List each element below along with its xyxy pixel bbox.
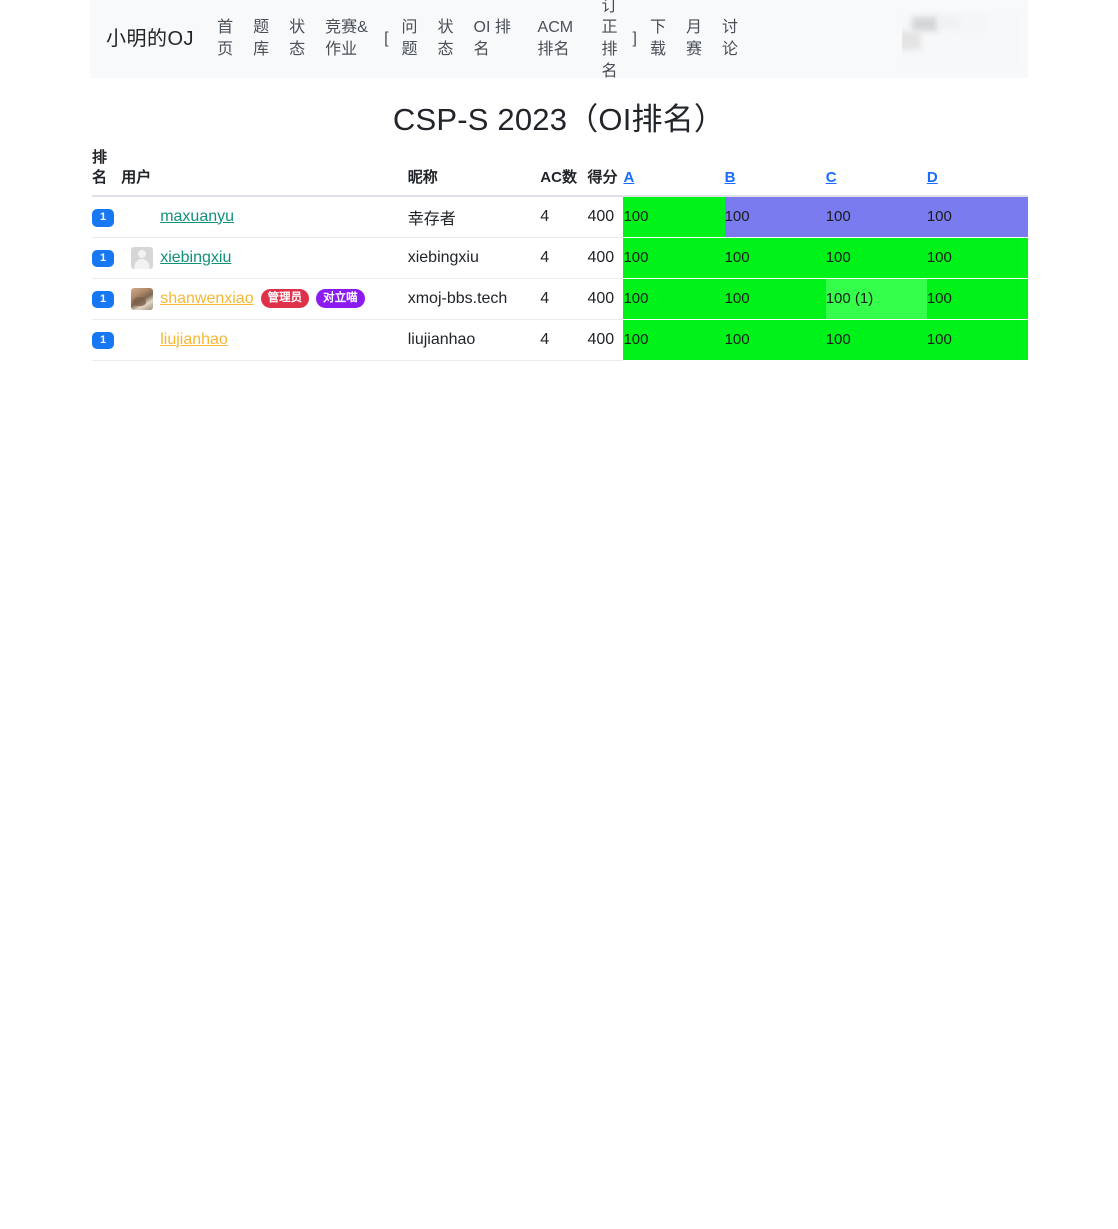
cell-nickname: 幸存者 — [407, 196, 541, 238]
nav-item-contest-homework[interactable]: 竞赛&作业 — [325, 19, 368, 58]
column-header-ac-count: AC数 — [540, 148, 588, 197]
table-head: 排名 用户 昵称 AC数 得分 A B C D — [92, 148, 1028, 197]
column-header-problem-a: A — [623, 148, 725, 197]
blur-block — [938, 16, 961, 29]
brand-logo[interactable]: 小明的OJ — [106, 28, 195, 50]
nav-item-download[interactable]: 下载 — [649, 19, 666, 58]
cell-rank: 1 — [92, 319, 122, 361]
cell-ac-count: 4 — [540, 319, 588, 361]
nav-item-bracket-open: [ — [384, 30, 389, 48]
nav-item-correction-rank[interactable]: 订正排名 — [601, 0, 618, 80]
user-cell: xiebingxiu — [121, 246, 408, 269]
table-header-row: 排名 用户 昵称 AC数 得分 A B C D — [92, 148, 1028, 197]
user-cell: liujianhao — [121, 329, 408, 351]
table-row: 1 shanwenxiao 管理员 对立喵 xmoj-bbs.tech 4 400 100 10… — [92, 278, 1028, 320]
page-title: CSP-S 2023（OI排名） — [392, 102, 726, 137]
account-area-blurred[interactable] — [902, 11, 1020, 67]
nav-item-oi-rank[interactable]: OI 排名 — [473, 19, 511, 58]
nav-item-bracket-close: ] — [632, 30, 637, 48]
avatar — [131, 246, 154, 269]
cell-rank: 1 — [92, 278, 122, 320]
column-header-problem-b: B — [724, 148, 826, 197]
avatar — [131, 329, 153, 351]
blur-block — [912, 17, 938, 31]
user-cell: maxuanyu — [121, 206, 408, 228]
rank-badge: 1 — [92, 249, 114, 268]
cell-score: 400 — [587, 278, 624, 320]
cell-user: shanwenxiao 管理员 对立喵 — [121, 278, 408, 320]
username-link[interactable]: xiebingxiu — [160, 248, 232, 266]
blur-block — [961, 16, 983, 29]
cell-problem-d[interactable]: 100 — [926, 195, 1028, 238]
cell-problem-b[interactable]: 100 — [724, 278, 826, 320]
cell-problem-a[interactable]: 100 — [623, 237, 725, 279]
problem-link-b[interactable]: B — [724, 168, 736, 186]
cell-problem-a[interactable]: 100 — [623, 278, 725, 320]
column-header-rank: 排名 — [92, 148, 122, 197]
avatar — [131, 206, 153, 228]
nav-item-contest-status[interactable]: 状态 — [437, 19, 454, 58]
cell-ac-count: 4 — [540, 278, 588, 320]
table-row: 1 maxuanyu 幸存者 4 400 100 100 100 100 — [92, 195, 1028, 238]
username-link[interactable]: shanwenxiao — [160, 289, 254, 307]
cell-problem-c[interactable]: 100 — [825, 195, 927, 238]
column-header-problem-c: C — [825, 148, 927, 197]
user-badge-duili: 对立喵 — [316, 288, 365, 309]
username-link[interactable]: maxuanyu — [160, 207, 235, 225]
cell-problem-c[interactable]: 100 — [825, 319, 927, 361]
nav-list: 首页 题库 状态 竞赛&作业[问题 状态 OI 排名 ACM 排名 订正排名] 下载 月赛 讨论 — [208, 0, 749, 82]
cell-problem-d[interactable]: 100 — [926, 237, 1028, 279]
cell-problem-a[interactable]: 100 — [623, 319, 725, 361]
nav-item-status[interactable]: 状态 — [289, 19, 306, 58]
cell-nickname: liujianhao — [407, 319, 541, 361]
rank-badge: 1 — [92, 290, 114, 309]
cell-score: 400 — [587, 196, 624, 238]
cell-problem-a[interactable]: 100 — [623, 195, 725, 238]
nav-item-problems[interactable]: 问题 — [401, 19, 418, 58]
user-badge-admin: 管理员 — [260, 288, 310, 309]
cell-score: 400 — [587, 319, 624, 361]
problem-link-c[interactable]: C — [825, 168, 837, 186]
column-header-nickname: 昵称 — [407, 148, 541, 197]
column-header-user: 用户 — [121, 148, 408, 197]
user-cell: shanwenxiao 管理员 对立喵 — [121, 287, 408, 310]
cell-problem-b[interactable]: 100 — [724, 237, 826, 279]
nav-item-monthly-contest[interactable]: 月赛 — [685, 19, 702, 58]
cell-ac-count: 4 — [540, 196, 588, 238]
table-body: 1 maxuanyu 幸存者 4 400 100 100 100 100 1 xiebingxiu x… — [92, 195, 1028, 361]
navbar: 小明的OJ 首页 题库 状态 竞赛&作业[问题 状态 OI 排名 ACM 排名 订正排名] 下载… — [90, 0, 1028, 80]
rank-badge: 1 — [92, 208, 114, 227]
username-link[interactable]: liujianhao — [160, 330, 228, 348]
cell-ac-count: 4 — [540, 237, 588, 279]
column-header-score: 得分 — [587, 148, 624, 197]
cell-rank: 1 — [92, 237, 122, 279]
problem-link-a[interactable]: A — [623, 168, 635, 186]
column-header-problem-d: D — [926, 148, 1028, 197]
table-row: 1 xiebingxiu xiebingxiu 4 400 100 100 100 100 — [92, 237, 1028, 279]
table-row: 1 liujianhao liujianhao 4 400 100 100 100 100 — [92, 319, 1028, 361]
nav-item-discussion[interactable]: 讨论 — [721, 19, 738, 58]
avatar — [131, 287, 154, 310]
cell-problem-b[interactable]: 100 — [724, 319, 826, 361]
cell-user: maxuanyu — [121, 196, 408, 238]
cell-nickname: xiebingxiu — [407, 237, 541, 279]
cell-nickname: xmoj-bbs.tech — [407, 278, 541, 320]
nav-item-problemset[interactable]: 题库 — [253, 19, 270, 58]
nav-item-home[interactable]: 首页 — [217, 19, 234, 58]
cell-problem-d[interactable]: 100 — [926, 319, 1028, 361]
cell-problem-d[interactable]: 100 — [926, 278, 1028, 320]
blur-block — [902, 31, 921, 50]
problem-link-d[interactable]: D — [926, 168, 938, 186]
cell-problem-c[interactable]: 100 (1) — [825, 278, 927, 320]
cell-problem-c[interactable]: 100 — [825, 237, 927, 279]
cell-rank: 1 — [92, 196, 122, 238]
cell-user: liujianhao — [121, 319, 408, 361]
cell-user: xiebingxiu — [121, 237, 408, 279]
nav-item-acm-rank[interactable]: ACM 排名 — [537, 19, 574, 58]
cell-problem-b[interactable]: 100 — [724, 195, 826, 238]
cell-score: 400 — [587, 237, 624, 279]
rank-badge: 1 — [92, 331, 114, 350]
